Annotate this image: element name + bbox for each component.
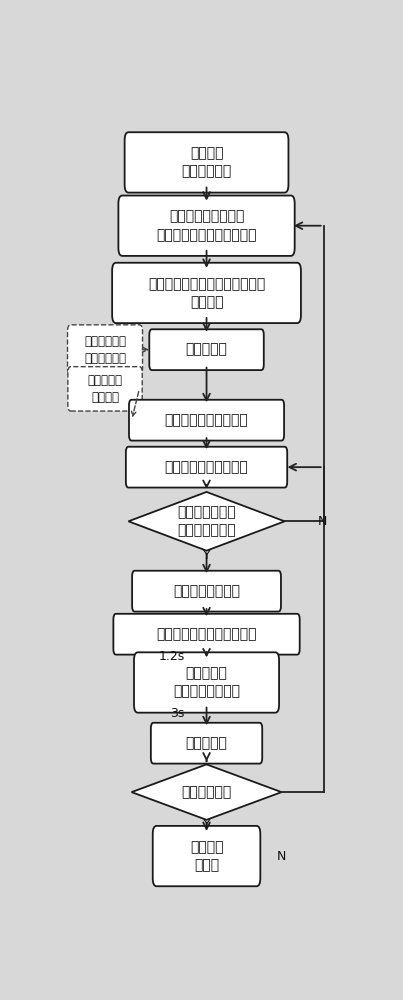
FancyBboxPatch shape [113, 614, 300, 655]
Text: 调整图像采集装置: 调整图像采集装置 [173, 584, 240, 598]
Text: 充液贮箱模型、被充液贮箱模型
充模拟液: 充液贮箱模型、被充液贮箱模型 充模拟液 [148, 277, 265, 309]
Text: N: N [277, 850, 286, 863]
Text: 开始试验，记录微重力时间: 开始试验，记录微重力时间 [156, 627, 257, 641]
Text: 1.2s: 1.2s [158, 650, 185, 663]
Polygon shape [131, 764, 281, 820]
Text: Y: Y [203, 818, 210, 831]
FancyBboxPatch shape [129, 400, 284, 441]
FancyBboxPatch shape [68, 367, 142, 411]
Text: 断开充液管路
管路端口密封: 断开充液管路 管路端口密封 [84, 335, 126, 365]
Text: 自锁阀关闭: 自锁阀关闭 [186, 736, 227, 750]
FancyBboxPatch shape [118, 196, 295, 256]
FancyBboxPatch shape [68, 325, 143, 375]
FancyBboxPatch shape [151, 723, 262, 764]
Text: Y: Y [203, 549, 210, 562]
Text: 判断试验结果: 判断试验结果 [181, 785, 232, 799]
Text: N: N [318, 515, 327, 528]
Text: 双舱试验模块是
否处于密闭状态: 双舱试验模块是 否处于密闭状态 [177, 505, 236, 538]
FancyBboxPatch shape [149, 329, 264, 370]
Text: 自锁阀、放气阀打开
充液贮箱模型气口管路断开: 自锁阀、放气阀打开 充液贮箱模型气口管路断开 [156, 210, 257, 242]
Text: 微重力试
验结束: 微重力试 验结束 [190, 840, 223, 872]
FancyBboxPatch shape [132, 571, 281, 612]
FancyBboxPatch shape [153, 826, 260, 886]
Text: 断开模拟液
加注端口: 断开模拟液 加注端口 [87, 374, 123, 404]
Text: 自锁阀关闭: 自锁阀关闭 [186, 343, 227, 357]
Text: 充液贮箱模型加入氮气: 充液贮箱模型加入氮气 [165, 413, 248, 427]
Text: 密封充液贮箱模型气口: 密封充液贮箱模型气口 [165, 460, 248, 474]
Polygon shape [129, 492, 285, 551]
Text: 自锁阀打开
推进剂模拟液加注: 自锁阀打开 推进剂模拟液加注 [173, 666, 240, 699]
FancyBboxPatch shape [126, 447, 287, 488]
FancyBboxPatch shape [134, 652, 279, 713]
FancyBboxPatch shape [125, 132, 289, 193]
Text: 试验准备
搭接试验系统: 试验准备 搭接试验系统 [181, 146, 232, 179]
Text: 3s: 3s [170, 707, 185, 720]
FancyBboxPatch shape [112, 263, 301, 323]
